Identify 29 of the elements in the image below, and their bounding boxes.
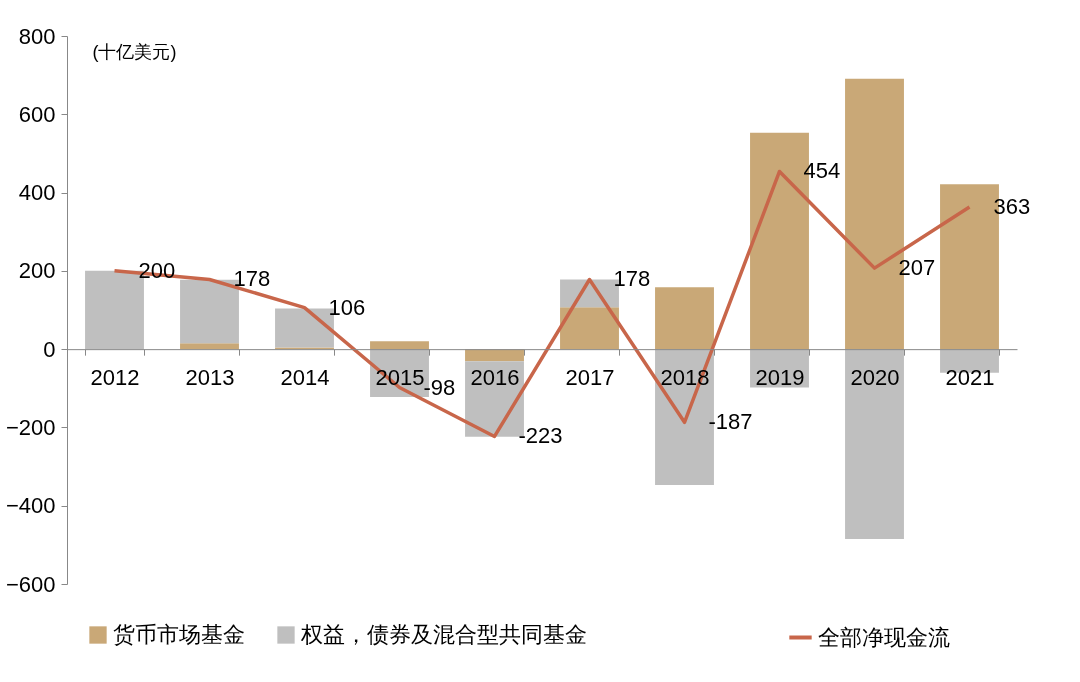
x-tick-label: 2016 [470, 364, 520, 390]
data-label: -223 [518, 423, 563, 449]
y-tick-label: 200 [18, 258, 56, 284]
data-label: -187 [708, 409, 753, 435]
x-tick-label: 2014 [280, 364, 330, 390]
data-label: 178 [613, 266, 651, 292]
y-tick-label: 400 [18, 180, 56, 206]
data-label: -98 [423, 374, 456, 400]
y-tick-label: −400 [5, 493, 56, 519]
x-tick-label: 2012 [90, 364, 140, 390]
data-label: 178 [233, 266, 271, 292]
legend-label: 货币市场基金 [113, 622, 245, 647]
x-tick-label: 2013 [185, 364, 235, 390]
data-label: 207 [898, 255, 936, 281]
data-label: 363 [993, 194, 1031, 220]
x-tick-label: 2020 [850, 364, 900, 390]
legend-label: 权益，债券及混合型共同基金 [300, 622, 587, 647]
y-tick-label: 600 [18, 101, 56, 127]
x-tick-label: 2019 [755, 364, 805, 390]
x-tick-label: 2017 [565, 364, 615, 390]
data-label: 106 [328, 294, 366, 320]
y-tick-label: −600 [5, 571, 56, 597]
x-tick-label: 2021 [945, 364, 995, 390]
y-axis-title: (十亿美元) [92, 41, 177, 62]
y-tick-label: −200 [5, 414, 56, 440]
data-label: 454 [803, 158, 841, 184]
y-tick-label: 0 [43, 336, 56, 362]
y-tick-label: 800 [18, 23, 56, 49]
legend-label: 全部净现金流 [818, 624, 950, 650]
